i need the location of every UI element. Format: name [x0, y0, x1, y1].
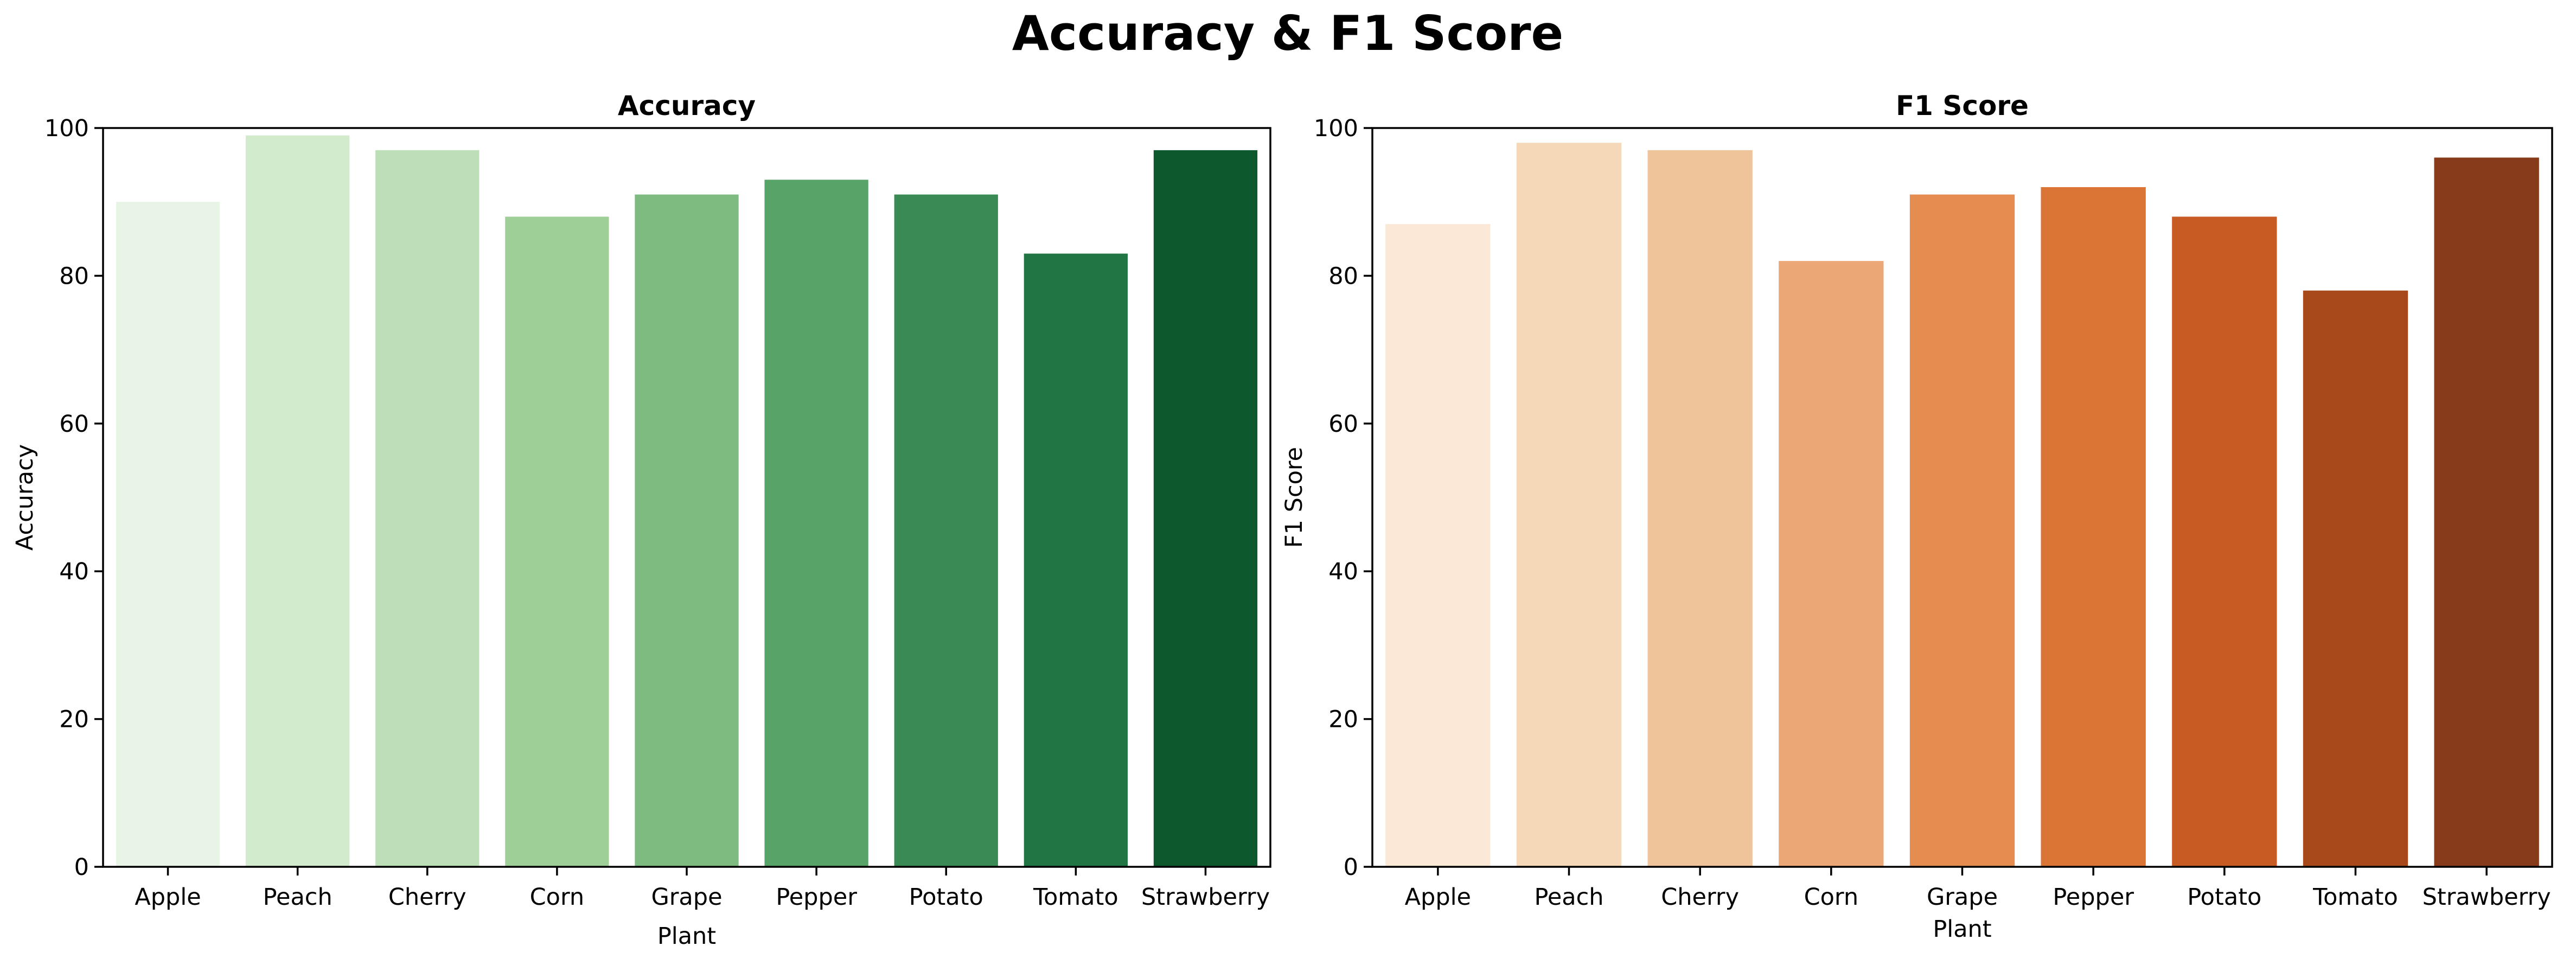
figure-title: Accuracy & F1 Score [1012, 5, 1563, 61]
panel-0-bar-corn [505, 216, 609, 867]
panel-1-y-tick-label: 0 [1344, 854, 1358, 881]
panel-1-y-tick-label: 40 [1328, 558, 1358, 585]
panel-0-x-axis-label: Plant [657, 923, 716, 950]
panel-0-x-tick-label: Tomato [1033, 884, 1118, 911]
panel-1-bar-tomato [2303, 290, 2408, 867]
panel-0-x-tick-label: Pepper [776, 884, 857, 911]
panel-0-x-tick-label: Potato [909, 884, 983, 911]
panel-1-x-tick-label: Potato [2187, 884, 2261, 911]
f1-score-chart: 0 20 40 60 80 100 Apple Peach Cherry Corn Grape Pep… [1281, 90, 2553, 943]
panel-0-x-tick-label: Cherry [388, 884, 466, 911]
panel-0-x-tick-label: Corn [530, 884, 585, 911]
panel-0-y-tick-label: 80 [59, 263, 89, 290]
panel-1-bar-cherry [1647, 150, 1753, 867]
panel-0-y-tick-label: 60 [59, 411, 89, 438]
panel-1-bar-corn [1779, 261, 1884, 867]
panel-1-y-tick-label: 80 [1328, 263, 1358, 290]
panel-1-x-tick-label: Apple [1405, 884, 1471, 911]
panel-1-x-tick-label: Grape [1927, 884, 1998, 911]
panel-1-bar-apple [1385, 224, 1491, 867]
panel-1-x-tick-label: Corn [1804, 884, 1859, 911]
panel-0-bar-potato [894, 194, 998, 867]
panel-1-bar-pepper [2041, 187, 2146, 867]
accuracy-chart: 0 20 40 60 80 100 Apple Peach Cherry Corn Grape Pep… [11, 90, 1271, 950]
panel-1-bar-potato [2172, 216, 2277, 867]
panel-0-y-tick-label: 20 [59, 706, 89, 733]
panel-0-x-tick-label: Grape [651, 884, 722, 911]
panel-1-bar-peach [1516, 143, 1622, 867]
panel-1-bar-strawberry [2434, 157, 2539, 867]
panel-1-y-axis-label: F1 Score [1281, 447, 1308, 548]
panel-0-y-tick-label: 0 [74, 854, 89, 881]
panel-0-bar-strawberry [1153, 150, 1258, 867]
panel-0-y-tick-label: 100 [44, 115, 89, 142]
panel-0-x-tick-label: Apple [135, 884, 201, 911]
panel-1-bar-grape [1909, 194, 2015, 867]
panel-0-y-tick-label: 40 [59, 558, 89, 585]
panel-1-y-tick-label: 60 [1328, 411, 1358, 438]
panel-1-x-axis-label: Plant [1933, 916, 1991, 943]
panel-1-x-tick-label: Pepper [2053, 884, 2134, 911]
panel-0-bar-grape [635, 194, 739, 867]
panel-1-y-tick-label: 20 [1328, 706, 1358, 733]
panel-1-x-tick-label: Peach [1534, 884, 1603, 911]
panel-0-x-tick-label: Peach [263, 884, 333, 911]
panel-0-y-axis-label: Accuracy [11, 444, 39, 551]
panel-1-x-tick-label: Cherry [1661, 884, 1739, 911]
panel-1-title: F1 Score [1896, 90, 2029, 122]
panel-0-bar-tomato [1024, 253, 1128, 867]
panel-0-bar-apple [116, 202, 220, 867]
panel-0-title: Accuracy [618, 90, 756, 122]
panel-1-y-tick-label: 100 [1314, 115, 1358, 142]
panel-0-bar-pepper [764, 180, 868, 867]
panel-1-x-tick-label: Tomato [2312, 884, 2398, 911]
panel-0-bar-cherry [375, 150, 480, 867]
panel-0-bar-peach [246, 135, 350, 867]
panel-1-x-tick-label: Strawberry [2422, 884, 2551, 911]
panel-0-x-tick-label: Strawberry [1141, 884, 1270, 911]
